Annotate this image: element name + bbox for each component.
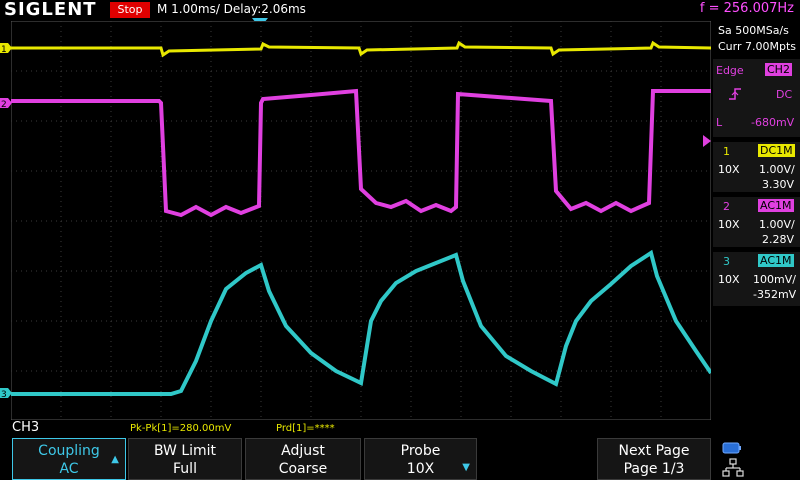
svg-text:2: 2 bbox=[1, 100, 7, 110]
softkey-bw-limit[interactable]: BW Limit Full bbox=[128, 438, 242, 480]
ch2-waveform bbox=[11, 88, 711, 218]
memory-depth: Curr 7.00Mpts bbox=[718, 40, 797, 53]
ch3-offset: -352mV bbox=[753, 288, 797, 301]
ch3-coupling: AC1M bbox=[758, 254, 794, 267]
ch1-probe: 10X bbox=[718, 163, 740, 176]
svg-text:1: 1 bbox=[1, 45, 7, 55]
timebase-readout: M 1.00ms/ Delay:2.06ms bbox=[157, 2, 306, 16]
brand-logo: SIGLENT bbox=[4, 0, 97, 20]
ch2-coupling: AC1M bbox=[758, 199, 794, 212]
ch1-scale: 1.00V/ bbox=[759, 163, 795, 176]
trigger-coupling: DC bbox=[776, 88, 793, 101]
softkey-bw-limit-title: BW Limit bbox=[153, 443, 217, 459]
softkey-probe-title: Probe bbox=[400, 443, 441, 459]
ch3-info-panel[interactable]: 3 AC1M 10X 100mV/ -352mV bbox=[713, 252, 800, 306]
measurement-pk-pk: Pk-Pk[1]=280.00mV bbox=[130, 423, 232, 434]
ch2-probe: 10X bbox=[718, 218, 740, 231]
softkey-bw-limit-value: Full bbox=[173, 461, 197, 477]
trigger-source: CH2 bbox=[765, 63, 792, 76]
softkey-next-page-title: Next Page bbox=[618, 443, 690, 459]
ch1-level-marker-icon bbox=[0, 43, 12, 53]
rising-edge-icon bbox=[729, 88, 741, 100]
right-info-panel: Sa 500MSa/s Curr 7.00Mpts Edge CH2 DC L … bbox=[713, 21, 800, 420]
softkey-next-page[interactable]: Next Page Page 1/3 bbox=[597, 438, 711, 480]
softkey-coupling-value: AC bbox=[59, 461, 79, 477]
ch1-info-panel[interactable]: 1 DC1M 10X 1.00V/ 3.30V bbox=[713, 142, 800, 192]
chevron-down-icon: ▼ bbox=[462, 462, 470, 473]
ch2-scale: 1.00V/ bbox=[759, 218, 795, 231]
trigger-level: -680mV bbox=[751, 116, 795, 129]
waveform-display[interactable] bbox=[11, 21, 711, 420]
softkey-probe-value: 10X bbox=[406, 461, 435, 477]
ch1-offset: 3.30V bbox=[762, 178, 795, 191]
ch3-waveform bbox=[11, 249, 711, 396]
softkey-adjust-title: Adjust bbox=[281, 443, 325, 459]
run-stop-indicator[interactable]: Stop bbox=[110, 2, 150, 18]
ch2-level-marker-icon bbox=[0, 98, 12, 108]
softkey-next-page-value: Page 1/3 bbox=[623, 461, 685, 477]
ch2-offset: 2.28V bbox=[762, 233, 795, 246]
trigger-level-label: L bbox=[716, 116, 723, 129]
softkey-adjust-value: Coarse bbox=[278, 461, 328, 477]
chevron-up-icon: ▲ bbox=[111, 454, 119, 465]
softkey-coupling-title: Coupling bbox=[38, 443, 100, 459]
trigger-panel[interactable]: Edge CH2 DC L -680mV bbox=[713, 59, 800, 137]
ch2-info-panel[interactable]: 2 AC1M 10X 1.00V/ 2.28V bbox=[713, 197, 800, 247]
trigger-level-marker-icon bbox=[703, 135, 711, 147]
network-icon bbox=[722, 458, 744, 477]
top-status-bar bbox=[0, 0, 800, 20]
ch1-waveform bbox=[11, 40, 711, 58]
channel-level-markers: 1 2 3 bbox=[0, 43, 12, 400]
ch3-level-marker-icon bbox=[0, 388, 12, 398]
svg-text:3: 3 bbox=[1, 390, 7, 400]
battery-icon bbox=[722, 442, 741, 454]
sample-rate: Sa 500MSa/s bbox=[718, 24, 789, 37]
ch1-number: 1 bbox=[723, 145, 730, 158]
ch1-coupling: DC1M bbox=[758, 144, 795, 157]
ch3-scale: 100mV/ bbox=[753, 273, 796, 286]
trigger-type: Edge bbox=[716, 64, 744, 77]
softkey-probe[interactable]: Probe 10X ▼ bbox=[364, 438, 477, 480]
selected-channel-label: CH3 bbox=[12, 420, 40, 435]
ch2-number: 2 bbox=[723, 200, 730, 213]
frequency-counter: f = 256.007Hz bbox=[699, 1, 794, 16]
softkey-adjust[interactable]: Adjust Coarse bbox=[245, 438, 361, 480]
ch3-probe: 10X bbox=[718, 273, 740, 286]
softkey-coupling[interactable]: Coupling AC ▲ bbox=[12, 438, 126, 480]
ch3-number: 3 bbox=[723, 255, 730, 268]
measurement-period: Prd[1]=**** bbox=[276, 423, 335, 434]
